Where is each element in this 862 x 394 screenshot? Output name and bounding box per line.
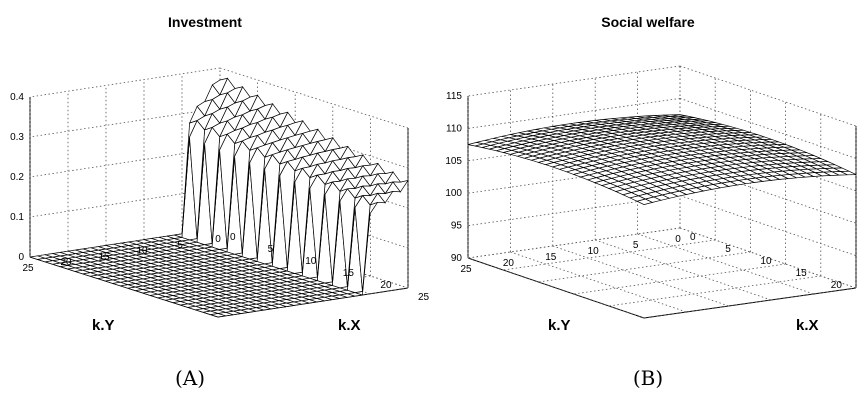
chart-title: Social welfare — [601, 14, 695, 30]
grid-line — [29, 107, 221, 138]
x-tick-label: 25 — [418, 292, 430, 303]
y-tick-label: 10 — [588, 246, 600, 257]
grid-line — [608, 275, 821, 307]
grid-line — [467, 227, 681, 259]
grid-line — [679, 98, 857, 159]
grid-line — [29, 67, 221, 98]
x-tick-label: 20 — [831, 280, 843, 291]
grid-line — [552, 245, 729, 307]
z-tick-label: 0.2 — [10, 172, 24, 183]
y-tick-labels: 0 5 10 15 20 25 — [22, 234, 221, 274]
z-tick-labels: 90 95 100 105 110 115 — [445, 91, 462, 264]
y-tick-label: 0 — [215, 234, 221, 245]
surface-mesh — [467, 114, 857, 205]
surface-mesh — [29, 77, 409, 318]
y-tick-label: 5 — [177, 240, 183, 251]
surface-cell — [671, 114, 688, 117]
caption-b: (B) — [633, 366, 663, 390]
grid-line — [637, 233, 814, 295]
chart-title: Investment — [168, 14, 242, 30]
x-tick-label: 15 — [796, 268, 808, 279]
z-tick-label: 0 — [18, 252, 24, 263]
z-tick-label: 0.4 — [10, 92, 24, 103]
x-tick-label: 10 — [760, 256, 772, 267]
grid-line — [467, 65, 681, 97]
x-tick-label: 0 — [230, 232, 236, 243]
y-tick-labels: 0 5 10 15 20 25 — [460, 234, 681, 275]
y-tick-label: 25 — [460, 264, 472, 275]
y-tick-label: 15 — [545, 252, 557, 263]
grid-line — [510, 251, 687, 313]
panel-a: Investment 0 0.1 0.2 0.3 0.4 0 5 10 15 20 25 0 5 10… — [10, 14, 429, 390]
grid-line — [467, 257, 645, 319]
x-tick-label: 15 — [343, 268, 355, 279]
grid-line — [679, 162, 857, 224]
z-tick-label: 105 — [445, 156, 462, 167]
grid-line — [503, 239, 716, 271]
grid-line — [679, 195, 857, 256]
z-tick-label: 0.3 — [10, 132, 24, 143]
x-tick-labels: 0 5 10 15 20 25 — [230, 232, 430, 303]
y-axis-label: k.Y — [92, 317, 115, 334]
x-tick-label: 0 — [690, 232, 696, 243]
z-tick-label: 100 — [445, 188, 462, 199]
y-tick-label: 10 — [136, 246, 148, 257]
y-tick-label: 15 — [98, 251, 110, 262]
z-tick-label: 0.1 — [10, 212, 24, 223]
y-axis-label: k.Y — [548, 317, 571, 334]
x-tick-label: 5 — [268, 244, 274, 255]
z-tick-labels: 0 0.1 0.2 0.3 0.4 — [10, 92, 24, 263]
axis-line — [643, 287, 857, 319]
x-axis-label: k.X — [796, 317, 819, 334]
z-tick-label: 110 — [446, 123, 462, 134]
y-tick-label: 25 — [22, 263, 34, 274]
x-tick-label: 20 — [380, 280, 392, 291]
caption-a: (A) — [175, 366, 205, 390]
x-tick-label: 10 — [305, 256, 317, 267]
grid-line — [679, 65, 857, 127]
x-tick-label: 5 — [725, 244, 731, 255]
y-tick-label: 20 — [503, 258, 515, 269]
grid-line — [679, 227, 857, 289]
grid-line — [595, 239, 772, 301]
surface-cell — [211, 77, 229, 96]
y-tick-label: 0 — [675, 234, 681, 245]
y-tick-label: 20 — [60, 257, 72, 268]
z-tick-label: 90 — [451, 253, 463, 264]
y-tick-label: 5 — [633, 240, 639, 251]
grid-line — [219, 67, 409, 129]
z-tick-label: 115 — [446, 91, 462, 102]
x-axis-label: k.X — [338, 317, 361, 334]
z-tick-label: 95 — [451, 221, 463, 232]
